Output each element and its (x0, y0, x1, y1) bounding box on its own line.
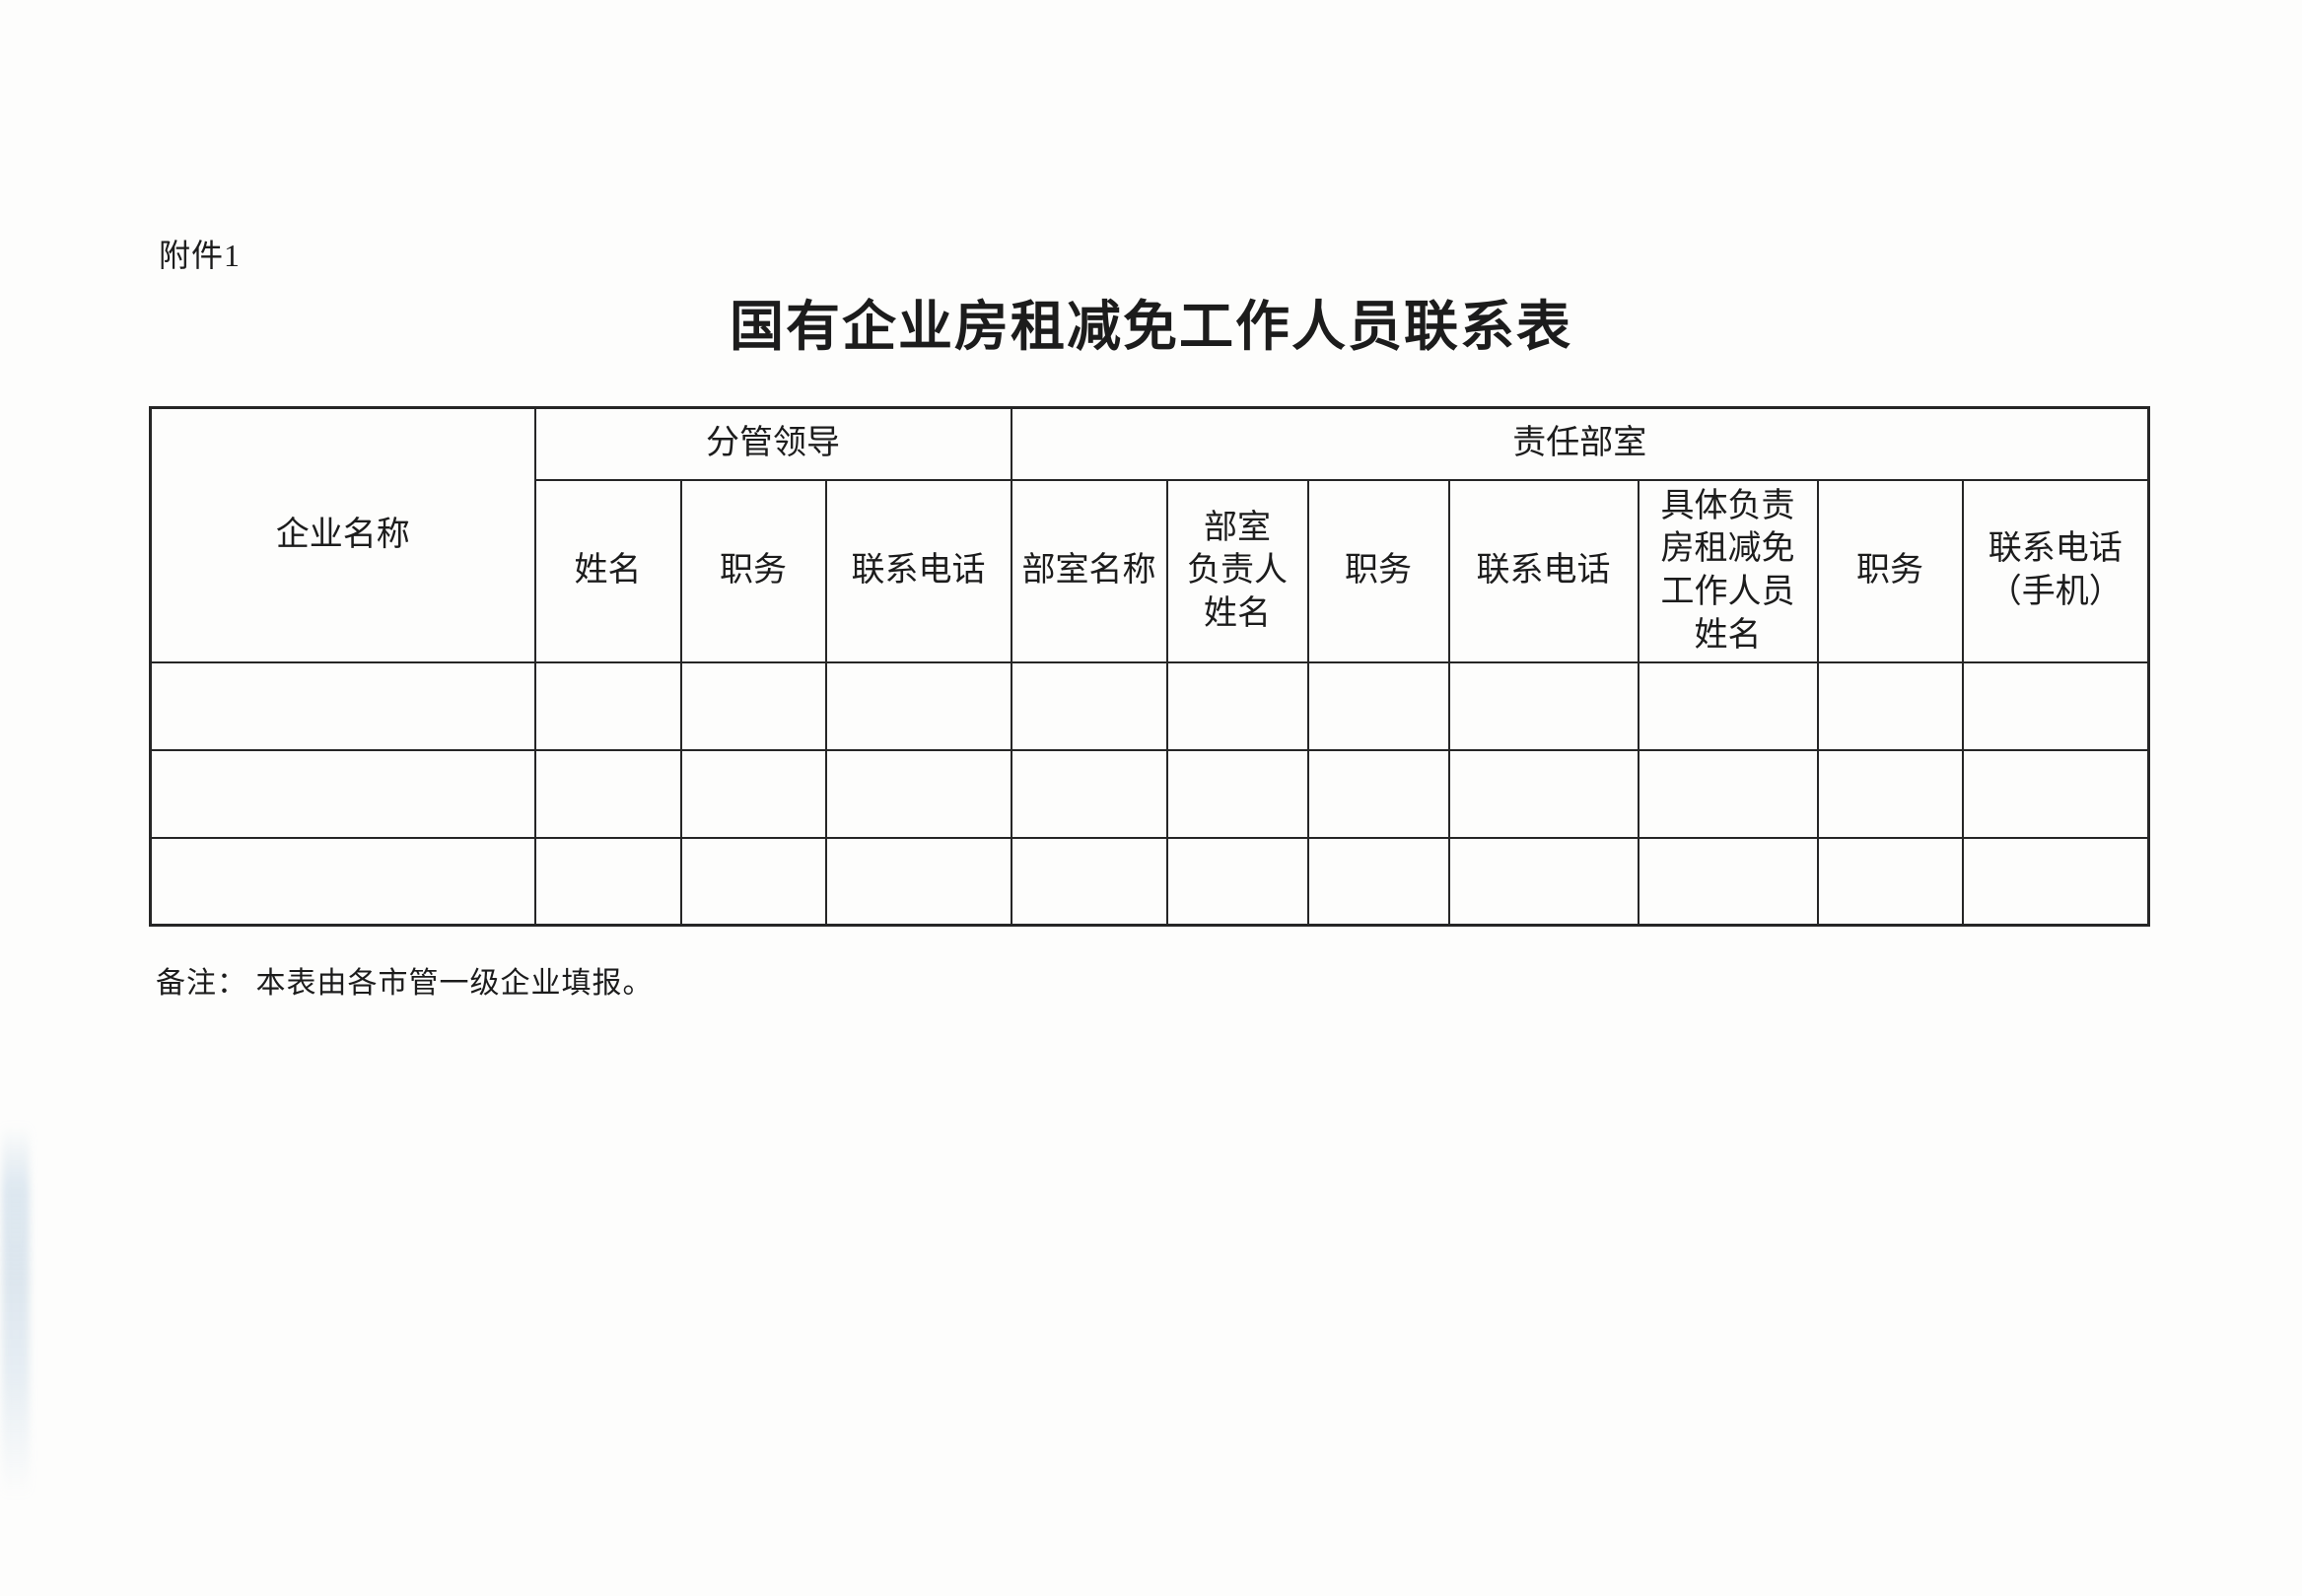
header-staff-name: 具体负责 房租减免 工作人员 姓名 (1637, 478, 1819, 663)
empty-cell (1961, 836, 2150, 927)
empty-cell (679, 748, 827, 839)
header-leader-position: 职务 (679, 478, 827, 663)
empty-cell (824, 660, 1012, 751)
empty-cell (1816, 748, 1964, 839)
header-staff-position: 职务 (1816, 478, 1964, 663)
empty-cell (1447, 748, 1639, 839)
empty-cell (1447, 836, 1639, 927)
empty-row (149, 748, 2150, 839)
empty-cell (1816, 660, 1964, 751)
note-text: 备注： 本表由各市管一级企业填报。 (156, 967, 654, 1000)
header-staff-mobile: 联系电话 （手机） (1961, 478, 2150, 663)
header-sub-row: 姓名 职务 联系电话 部室名称 部室 负责人 姓名 职务 联系电话 具体负责 房… (151, 478, 2150, 663)
empty-cell (1165, 660, 1309, 751)
header-leader-phone: 联系电话 (824, 478, 1012, 663)
empty-cell (824, 836, 1012, 927)
empty-row (149, 660, 2150, 751)
header-enterprise-name: 企业名称 (149, 406, 536, 663)
empty-cell (533, 660, 682, 751)
header-dept-head-position: 职务 (1306, 478, 1450, 663)
empty-cell (149, 660, 536, 751)
empty-cell (1165, 748, 1309, 839)
page-title: 国有企业房租减免工作人员联系表 (729, 297, 1572, 357)
empty-cell (1961, 748, 2150, 839)
header-dept-name: 部室名称 (1010, 478, 1168, 663)
empty-cell (1816, 836, 1964, 927)
empty-cell (533, 748, 682, 839)
header-group-department: 责任部室 (1010, 406, 2150, 481)
empty-cell (1306, 660, 1450, 751)
empty-cell (1637, 748, 1819, 839)
empty-cell (533, 836, 682, 927)
empty-cell (1637, 836, 1819, 927)
attachment-label: 附件1 (159, 238, 242, 273)
header-dept-head-name: 部室 负责人 姓名 (1165, 478, 1309, 663)
header-leader-name: 姓名 (533, 478, 682, 663)
contact-table: 企业名称 分管领导 责任部室 姓名 职务 联系电话 部室名称 部室 负责人 姓名… (149, 406, 2151, 927)
empty-cell (679, 836, 827, 927)
header-dept-phone: 联系电话 (1447, 478, 1639, 663)
empty-cell (1010, 660, 1168, 751)
empty-cell (1306, 748, 1450, 839)
empty-cell (679, 660, 827, 751)
header-group-leader: 分管领导 (533, 406, 1012, 481)
empty-cell (1637, 660, 1819, 751)
empty-cell (1961, 660, 2150, 751)
empty-cell (1010, 748, 1168, 839)
empty-cell (149, 836, 536, 927)
empty-cell (1306, 836, 1450, 927)
empty-cell (149, 748, 536, 839)
empty-cell (824, 748, 1012, 839)
empty-cell (1447, 660, 1639, 751)
scan-artifact (2, 1124, 30, 1498)
table-header: 企业名称 分管领导 责任部室 姓名 职务 联系电话 部室名称 部室 负责人 姓名… (149, 406, 2150, 663)
empty-cell (1010, 836, 1168, 927)
header-group-row: 企业名称 分管领导 责任部室 (149, 406, 2150, 663)
empty-cell (1165, 836, 1309, 927)
empty-row (149, 836, 2150, 927)
table-body (149, 660, 2150, 927)
